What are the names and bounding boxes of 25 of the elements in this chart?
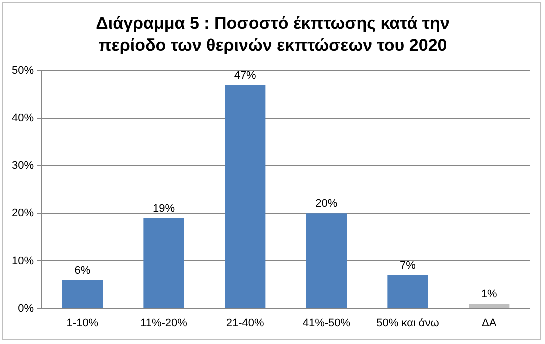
y-tick-label: 30% (12, 160, 34, 172)
bar (469, 304, 510, 308)
y-tick-label: 10% (12, 255, 34, 268)
bar (62, 280, 104, 308)
x-tick-label: 11%-20% (140, 317, 188, 330)
bar (144, 218, 184, 308)
x-tick-label: 1-10% (66, 317, 99, 330)
chart-title: Διάγραμμα 5 : Ποσοστό έκπτωσης κατά την περίοδο των θερινών εκπτώσεων του 2020 (95, 13, 451, 57)
data-label: 1% (481, 288, 498, 301)
data-label: 7% (400, 260, 416, 272)
x-tick-label: 50% και άνω (376, 317, 440, 330)
x-tick-label: ΔΑ (482, 317, 498, 330)
x-tick-label: 21-40% (226, 317, 265, 330)
y-tick-label: 20% (12, 208, 34, 220)
data-label: 20% (316, 198, 338, 210)
y-tick-label: 0% (18, 302, 34, 315)
y-tick-label: 50% (12, 65, 34, 78)
data-label: 47% (234, 70, 257, 82)
bar (306, 214, 348, 308)
data-label: 19% (152, 202, 176, 215)
bar (388, 276, 428, 308)
x-tick-label: 41%-50% (302, 317, 351, 330)
y-tick-label: 40% (12, 112, 34, 125)
data-label: 6% (74, 264, 91, 277)
bar (225, 85, 266, 308)
